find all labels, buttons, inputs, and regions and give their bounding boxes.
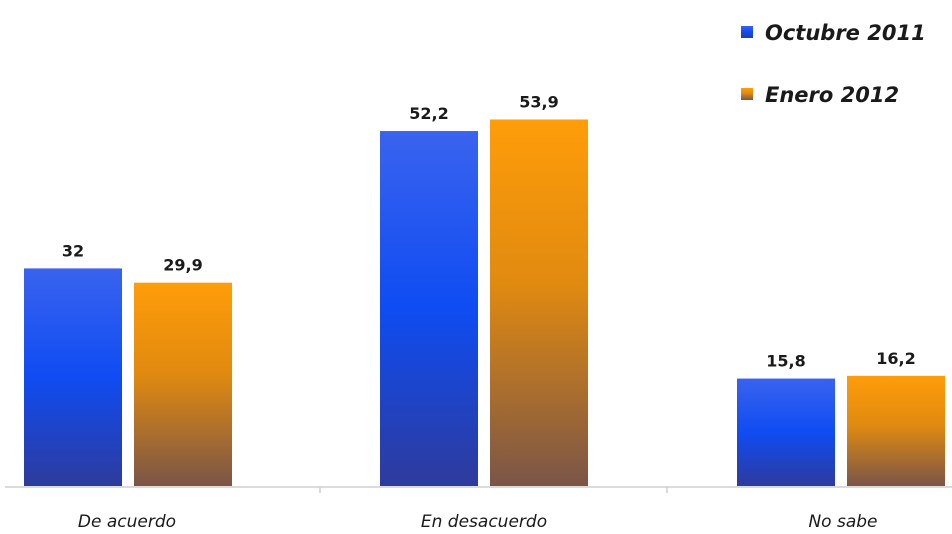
- category-labels: De acuerdo En desacuerdo No sabe: [78, 512, 878, 532]
- category-label: De acuerdo: [78, 512, 176, 532]
- legend-swatch-enero-2012: [741, 88, 753, 100]
- bar-octubre-2011-de-acuerdo: [24, 268, 122, 486]
- bar-octubre-2011-en-desacuerdo: [380, 131, 478, 487]
- bar-octubre-2011-no-sabe: [737, 378, 835, 486]
- value-label: 16,2: [876, 349, 915, 368]
- category-label: No sabe: [808, 512, 877, 532]
- legend: Octubre 2011 Enero 2012: [741, 21, 926, 107]
- value-labels: 32 29,9 52,2 53,9 15,8 16,2: [62, 92, 916, 370]
- bar-enero-2012-de-acuerdo: [134, 282, 232, 486]
- bar-enero-2012-no-sabe: [847, 375, 945, 486]
- x-axis-ticks: [319, 487, 668, 493]
- value-label: 32: [62, 241, 84, 260]
- value-label: 29,9: [163, 256, 202, 275]
- bars-layer: [24, 119, 945, 487]
- legend-label: Enero 2012: [765, 83, 899, 107]
- value-label: 15,8: [766, 352, 805, 371]
- legend-label: Octubre 2011: [765, 21, 926, 45]
- category-label: En desacuerdo: [421, 512, 547, 532]
- bar-enero-2012-en-desacuerdo: [490, 119, 588, 486]
- legend-swatch-octubre-2011: [741, 26, 753, 38]
- value-label: 52,2: [409, 104, 448, 123]
- value-label: 53,9: [519, 92, 558, 111]
